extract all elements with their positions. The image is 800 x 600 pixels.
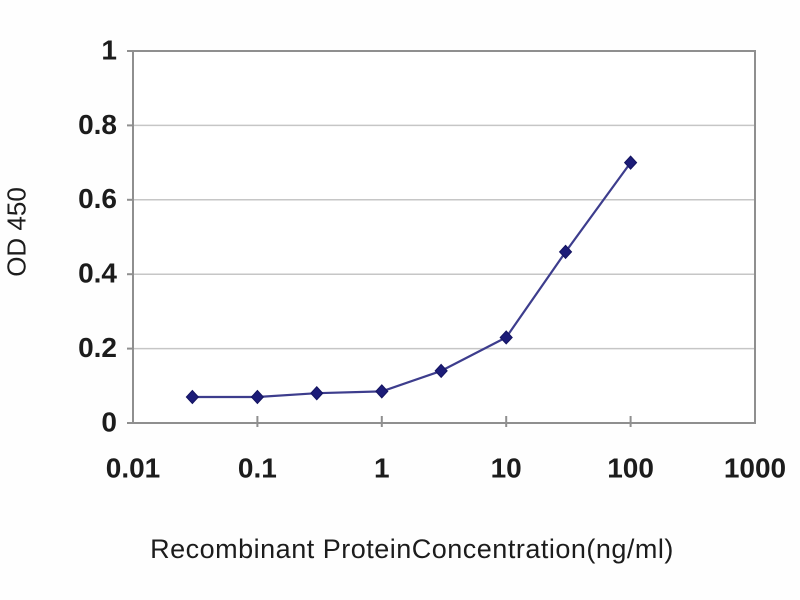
x-tick-label: 100	[607, 452, 654, 483]
y-axis-title: OD 450	[1, 187, 32, 277]
y-tick-label: 0.4	[78, 258, 117, 289]
data-point-marker	[499, 330, 513, 345]
y-tick-label: 0	[101, 406, 117, 437]
y-tick-label: 1	[101, 34, 117, 65]
data-point-marker	[434, 363, 448, 379]
x-tick-label: 0.1	[238, 452, 277, 483]
data-point-marker	[558, 244, 573, 260]
data-point-marker	[185, 389, 200, 405]
y-tick-label: 0.2	[78, 332, 117, 363]
data-line	[191, 161, 632, 399]
x-tick-label: 0.01	[106, 452, 161, 483]
plot-frame	[132, 50, 756, 424]
x-axis-title: Recombinant ProteinConcentration(ng/ml)	[150, 534, 674, 564]
y-tick-label: 0.6	[78, 183, 117, 214]
plot-area-background	[133, 51, 755, 423]
x-tick-label: 10	[491, 452, 522, 483]
data-point-marker	[310, 386, 324, 401]
x-tick-label: 1	[374, 452, 390, 483]
x-tick-label: 1000	[724, 452, 786, 483]
data-point-marker	[623, 155, 638, 170]
data-point-marker	[375, 384, 389, 399]
data-point-marker	[250, 389, 265, 405]
y-tick-label: 0.8	[78, 109, 117, 140]
